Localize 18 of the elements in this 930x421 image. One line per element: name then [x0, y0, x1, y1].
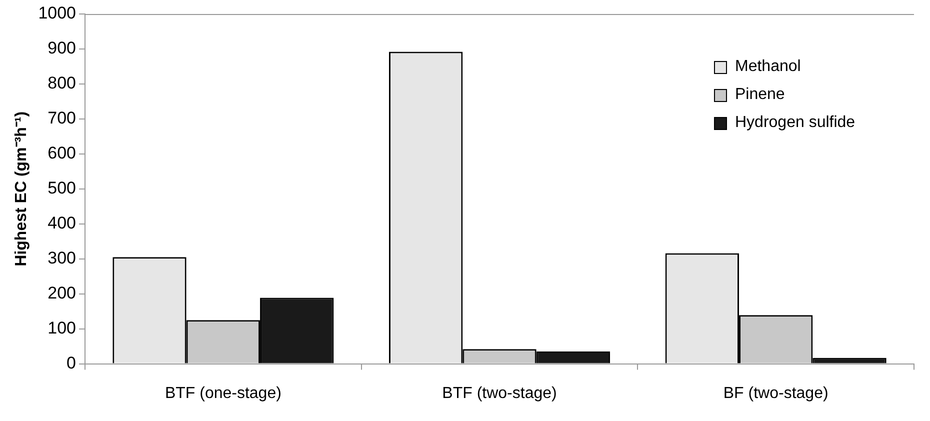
y-tick-label: 0: [66, 353, 76, 372]
x-tick-label: BTF (one-stage): [164, 384, 282, 402]
x-tick-label: BTF (two-stage): [442, 384, 557, 402]
legend-label: Methanol: [735, 58, 801, 76]
y-tick-label: 700: [48, 108, 76, 128]
y-tick-label: 800: [48, 74, 76, 93]
y-axis-title: Highest EC (gm⁻³h⁻¹): [13, 111, 30, 266]
y-tick-label: 1000: [38, 4, 76, 23]
x-tick-label: BF (two-stage): [723, 384, 828, 402]
legend-label: Hydrogen sulfide: [735, 114, 856, 132]
y-tick-label: 500: [48, 178, 76, 198]
y-tick-label: 900: [48, 38, 76, 58]
y-tick-label: 100: [48, 318, 76, 338]
y-tick-label: 200: [48, 284, 76, 303]
legend-label: Pinene: [735, 86, 785, 104]
y-tick-label: 300: [48, 248, 76, 268]
y-tick-label: 400: [48, 214, 76, 233]
y-tick-label: 600: [48, 144, 76, 163]
